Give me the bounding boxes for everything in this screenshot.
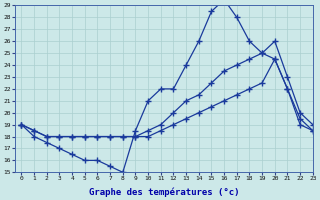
X-axis label: Graphe des températures (°c): Graphe des températures (°c) [89, 187, 239, 197]
